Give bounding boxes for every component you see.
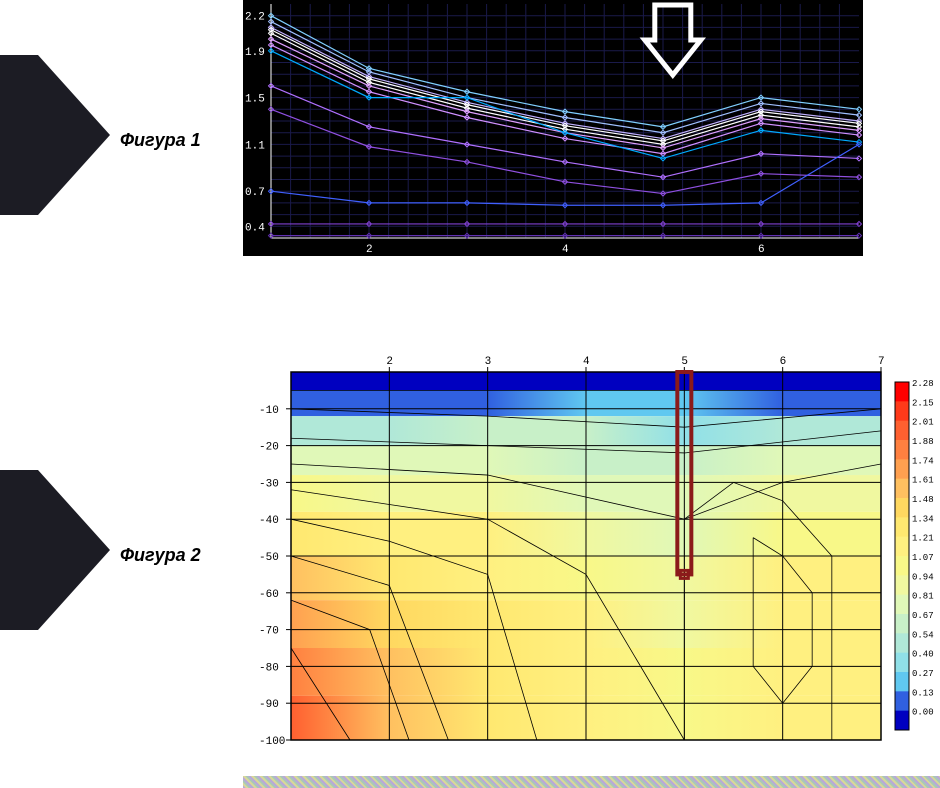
figure2-chart: 2 3 4 5 6 7 -10 -20 -30 -40 -50 -60 -70 -80 -90 -100 2.2… — [243, 350, 940, 745]
svg-text:1.07: 1.07 — [912, 553, 934, 563]
svg-text:0.81: 0.81 — [912, 592, 934, 602]
svg-text:5: 5 — [681, 356, 688, 368]
svg-text:2: 2 — [366, 244, 373, 256]
svg-text:0.40: 0.40 — [912, 650, 934, 660]
svg-text:0.00: 0.00 — [912, 708, 934, 718]
figure1-arrow-shape — [0, 55, 110, 215]
svg-text:1.9: 1.9 — [245, 47, 265, 59]
svg-text:4: 4 — [583, 356, 590, 368]
svg-text:-70: -70 — [259, 626, 279, 638]
page: Фигура 1 Фигура 2 0.40.71.11.51.92.2246 … — [0, 0, 940, 788]
svg-text:0.13: 0.13 — [912, 688, 934, 698]
figure1-chart: 0.4 0.7 1.1 1.5 1.9 2.2 2 4 6 — [243, 0, 863, 256]
svg-text:0.27: 0.27 — [912, 669, 934, 679]
svg-text:0.4: 0.4 — [245, 222, 265, 234]
svg-text:1.21: 1.21 — [912, 534, 934, 544]
svg-text:-40: -40 — [259, 515, 279, 527]
svg-text:-20: -20 — [259, 442, 279, 454]
svg-text:-90: -90 — [259, 699, 279, 711]
svg-text:2.15: 2.15 — [912, 398, 934, 408]
svg-text:2.01: 2.01 — [912, 418, 934, 428]
svg-text:6: 6 — [780, 356, 787, 368]
svg-text:1.48: 1.48 — [912, 495, 934, 505]
svg-text:1.74: 1.74 — [912, 456, 934, 466]
svg-text:-10: -10 — [259, 405, 279, 417]
svg-text:7: 7 — [878, 356, 885, 368]
svg-text:1.1: 1.1 — [245, 140, 265, 152]
svg-text:-30: -30 — [259, 478, 279, 490]
svg-text:0.54: 0.54 — [912, 630, 934, 640]
svg-text:-60: -60 — [259, 589, 279, 601]
svg-text:3: 3 — [485, 356, 492, 368]
svg-text:1.61: 1.61 — [912, 476, 934, 486]
noise-bar — [243, 776, 940, 788]
svg-text:6: 6 — [758, 244, 765, 256]
svg-text:1.88: 1.88 — [912, 437, 934, 447]
svg-text:1.5: 1.5 — [245, 94, 265, 106]
svg-text:-80: -80 — [259, 662, 279, 674]
figure1-label: Фигура 1 — [120, 130, 201, 151]
svg-text:2.2: 2.2 — [245, 12, 265, 24]
svg-text:1.34: 1.34 — [912, 514, 934, 524]
svg-text:0.7: 0.7 — [245, 187, 265, 199]
svg-text:0.67: 0.67 — [912, 611, 934, 621]
svg-text:4: 4 — [562, 244, 569, 256]
svg-text:-50: -50 — [259, 552, 279, 564]
svg-text:2: 2 — [386, 356, 393, 368]
svg-text:2.28: 2.28 — [912, 379, 934, 389]
svg-text:-100: -100 — [259, 736, 285, 745]
figure2-label: Фигура 2 — [120, 545, 201, 566]
svg-text:0.94: 0.94 — [912, 572, 934, 582]
figure2-arrow-shape — [0, 470, 110, 630]
